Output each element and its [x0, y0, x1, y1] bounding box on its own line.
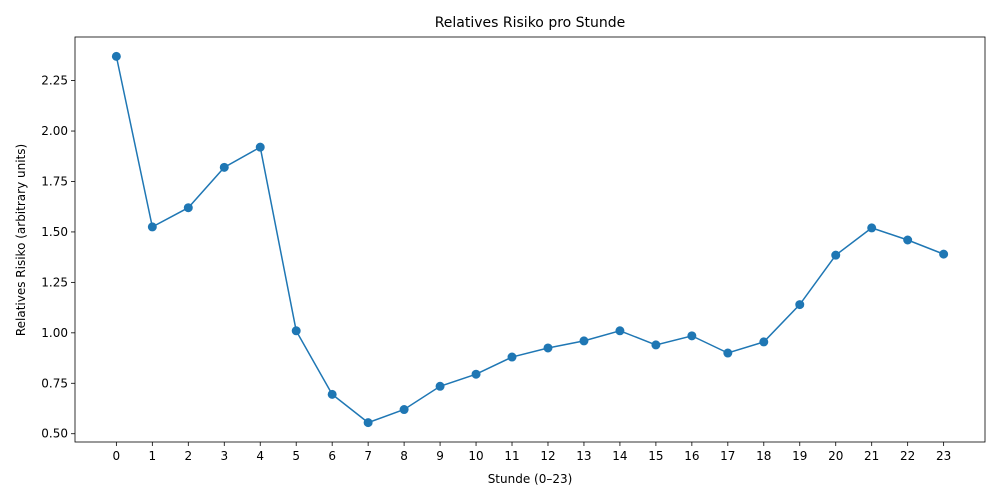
data-point	[291, 326, 301, 336]
data-point	[147, 222, 157, 232]
y-tick-label: 1.00	[41, 326, 68, 340]
data-point	[723, 348, 733, 358]
data-point	[471, 369, 481, 379]
x-tick-label: 1	[149, 449, 157, 463]
x-tick-label: 21	[864, 449, 879, 463]
data-point	[651, 340, 661, 350]
data-point	[255, 142, 265, 152]
plot-frame	[74, 36, 986, 443]
y-tick-label: 1.75	[41, 174, 68, 188]
x-axis-label: Stunde (0–23)	[488, 472, 573, 486]
x-tick-label: 17	[720, 449, 735, 463]
data-point	[939, 249, 949, 259]
data-point	[399, 405, 409, 415]
data-point	[183, 203, 193, 213]
x-tick-label: 16	[684, 449, 699, 463]
x-tick-label: 5	[292, 449, 300, 463]
x-tick-label: 14	[612, 449, 627, 463]
data-point	[579, 336, 589, 346]
x-tick-label: 15	[648, 449, 663, 463]
x-tick-label: 11	[504, 449, 519, 463]
x-tick-label: 20	[828, 449, 843, 463]
data-point	[687, 331, 697, 341]
plot-area: 0 1 2 3 4 5 6 7 8 9 10 11 12 13 14 15 16 17 18 19 20 21 22 230.…	[41, 36, 986, 463]
y-tick-label: 1.25	[41, 275, 68, 289]
series-line	[115, 56, 944, 424]
x-tick-label: 6	[328, 449, 336, 463]
data-point	[795, 300, 805, 310]
data-point	[867, 223, 877, 233]
x-tick-label: 7	[364, 449, 372, 463]
x-tick-label: 0	[113, 449, 121, 463]
y-axis-label: Relatives Risiko (arbitrary units)	[14, 144, 28, 336]
x-tick-label: 12	[540, 449, 555, 463]
x-tick-label: 9	[436, 449, 444, 463]
y-tick-label: 0.50	[41, 427, 68, 441]
x-tick-label: 18	[756, 449, 771, 463]
x-tick-label: 22	[900, 449, 915, 463]
y-tick-label: 2.00	[41, 124, 68, 138]
data-point	[363, 418, 373, 428]
data-point	[759, 337, 769, 347]
data-point	[435, 381, 445, 391]
data-point	[219, 162, 229, 172]
data-point	[615, 326, 625, 336]
y-tick-label: 0.75	[41, 376, 68, 390]
chart-title: Relatives Risiko pro Stunde	[435, 15, 626, 31]
x-tick-label: 19	[792, 449, 807, 463]
x-tick-label: 10	[468, 449, 483, 463]
y-tick-label: 2.25	[41, 74, 68, 88]
data-point	[327, 389, 337, 399]
data-point	[543, 343, 553, 353]
data-point	[831, 250, 841, 260]
x-tick-label: 4	[256, 449, 264, 463]
data-point	[111, 51, 121, 61]
x-tick-label: 13	[576, 449, 591, 463]
x-tick-label: 23	[936, 449, 951, 463]
y-tick-label: 1.50	[41, 225, 68, 239]
x-tick-label: 3	[220, 449, 228, 463]
x-tick-label: 8	[400, 449, 408, 463]
x-tick-label: 2	[184, 449, 192, 463]
data-point	[903, 235, 913, 245]
data-point	[507, 352, 517, 362]
